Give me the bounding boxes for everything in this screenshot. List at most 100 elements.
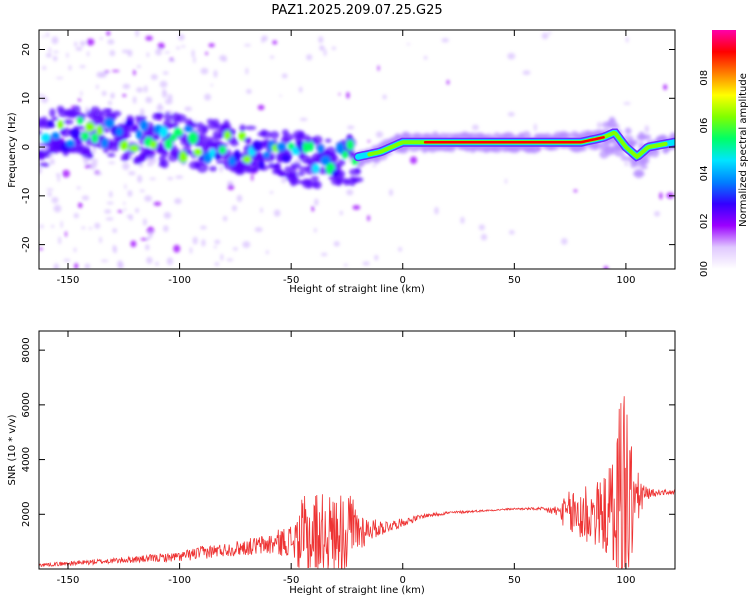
- noise-speckle: [92, 146, 96, 154]
- noise-speckle: [145, 244, 150, 251]
- noise-speckle: [146, 256, 153, 264]
- ridge-halo: [123, 133, 132, 138]
- noise-speckle: [173, 244, 181, 253]
- noise-speckle: [80, 90, 83, 97]
- noise-speckle: [60, 220, 63, 229]
- noise-speckle: [128, 171, 136, 176]
- noise-speckle: [346, 91, 350, 99]
- noise-speckle: [106, 201, 114, 205]
- energy-patch: [76, 117, 84, 125]
- ridge-halo: [123, 150, 132, 160]
- noise-speckle: [318, 36, 324, 44]
- noise-speckle: [104, 209, 112, 214]
- energy-patch: [173, 128, 183, 137]
- noise-speckle: [409, 156, 418, 165]
- noise-speckle: [339, 210, 343, 216]
- noise-speckle: [89, 162, 97, 170]
- noise-speckle: [137, 174, 143, 183]
- noise-speckle: [112, 244, 116, 253]
- noise-speckle: [164, 51, 171, 54]
- noise-speckle: [624, 161, 629, 167]
- noise-speckle: [163, 225, 169, 232]
- snr-panel: -150 -100 -50 0 50 100 2000 4000 6000 8000 Heigh…: [7, 330, 676, 596]
- noise-speckle: [158, 103, 162, 108]
- noise-speckle: [132, 96, 137, 104]
- ridge-halo: [337, 170, 346, 178]
- ridge-halo: [252, 165, 260, 173]
- ridge-halo: [628, 139, 639, 145]
- noise-speckle: [281, 177, 287, 184]
- ridge-halo: [164, 111, 171, 122]
- noise-speckle: [314, 198, 319, 206]
- noise-speckle: [306, 54, 313, 61]
- energy-patch: [252, 140, 262, 152]
- energy-patch: [119, 140, 129, 151]
- noise-speckle: [192, 236, 198, 245]
- noise-speckle: [99, 37, 103, 40]
- noise-speckle: [101, 90, 107, 96]
- energy-patch: [104, 118, 115, 128]
- energy-patch: [85, 122, 95, 132]
- energy-patch: [276, 142, 287, 152]
- noise-speckle: [150, 157, 157, 164]
- energy-patch: [193, 148, 203, 156]
- spectrogram-y-label: Frequency (Hz): [7, 112, 18, 188]
- noise-speckle: [298, 86, 303, 93]
- noise-speckle: [135, 30, 139, 37]
- noise-speckle: [352, 205, 361, 210]
- noise-speckle: [659, 192, 663, 200]
- noise-speckle: [242, 241, 251, 248]
- noise-speckle: [331, 46, 336, 50]
- x-tick-label: -100: [168, 275, 191, 286]
- energy-patch: [214, 152, 221, 160]
- y-tick-label: 0: [21, 144, 32, 150]
- ridge-halo: [310, 176, 319, 181]
- ridge-halo: [230, 139, 239, 147]
- ridge-halo: [561, 132, 572, 139]
- noise-speckle: [213, 245, 217, 249]
- y-tick-label: 6000: [21, 392, 32, 417]
- energy-patch: [223, 130, 231, 140]
- noise-speckle: [377, 65, 380, 71]
- noise-speckle: [78, 98, 81, 102]
- noise-speckle: [39, 247, 43, 251]
- noise-speckle: [533, 123, 537, 132]
- noise-speckle: [201, 239, 206, 247]
- x-tick-label: 100: [616, 275, 635, 286]
- noise-speckle: [299, 117, 308, 122]
- noise-speckle: [77, 202, 83, 209]
- noise-speckle: [273, 209, 281, 217]
- ridge-halo: [39, 162, 50, 167]
- noise-speckle: [107, 100, 113, 106]
- noise-speckle: [333, 241, 340, 247]
- noise-speckle: [51, 36, 59, 45]
- noise-speckle: [320, 252, 328, 257]
- noise-speckle: [272, 40, 278, 45]
- noise-speckle: [480, 233, 488, 241]
- noise-speckle: [663, 84, 668, 91]
- noise-speckle: [148, 231, 153, 239]
- noise-speckle: [140, 108, 145, 116]
- noise-speckle: [130, 240, 137, 248]
- noise-speckle: [86, 51, 90, 57]
- energy-patch: [51, 132, 60, 140]
- noise-speckle: [144, 195, 152, 202]
- noise-speckle: [79, 40, 87, 46]
- ridge-halo: [221, 122, 232, 130]
- ridge-halo: [328, 154, 339, 163]
- y-tick-label: 10: [21, 92, 32, 105]
- ridge-halo: [620, 156, 631, 161]
- noise-speckle: [162, 71, 169, 75]
- ridge-halo: [622, 135, 634, 140]
- noise-speckle: [79, 65, 86, 68]
- colorbar-tick-label: 0.2: [699, 213, 710, 229]
- energy-patch: [135, 129, 143, 140]
- noise-speckle: [135, 208, 140, 213]
- noise-speckle: [47, 192, 52, 197]
- energy-patch: [258, 159, 265, 170]
- noise-speckle: [159, 80, 168, 88]
- noise-speckle: [94, 172, 103, 176]
- x-tick-label: -50: [283, 575, 299, 586]
- noise-speckle: [220, 253, 224, 261]
- ridge-halo: [244, 125, 257, 131]
